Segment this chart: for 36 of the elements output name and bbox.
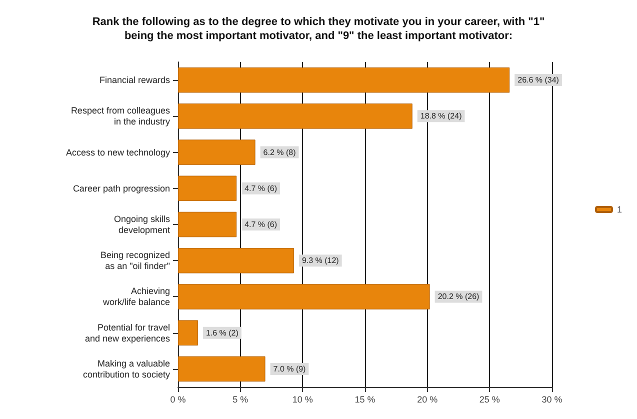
data-label: 4.7 % (6) — [244, 220, 278, 229]
bar — [178, 176, 237, 202]
x-tick-label: 20 % — [417, 394, 438, 404]
y-tick-label: Career path progression — [72, 183, 170, 194]
legend-label: 1 — [616, 204, 622, 214]
y-tick-label: Making a valuable contribution to society — [82, 358, 170, 380]
x-tick-label: 15 % — [354, 394, 376, 404]
data-label: 7.0 % (9) — [273, 364, 306, 374]
bar — [178, 104, 412, 129]
y-tick-label: Ongoing skills development — [114, 214, 170, 235]
y-tick-label: Financial rewards — [99, 75, 170, 86]
data-label: 18.8 % (24) — [420, 112, 462, 121]
y-tick-label: Access to new technology — [66, 147, 170, 158]
y-tick-label: Respect from colleagues in the industry — [70, 106, 170, 127]
data-label: 20.2 % (26) — [438, 292, 480, 302]
bar — [178, 248, 294, 274]
bar — [178, 67, 510, 93]
data-label: 1.6 % (2) — [206, 328, 239, 338]
bar — [178, 212, 237, 238]
y-tick-label: Achieving work/life balance — [102, 286, 170, 308]
bar — [178, 140, 256, 165]
x-tick-label: 30 % — [542, 394, 562, 404]
x-tick-label: 10 % — [292, 394, 313, 404]
x-tick-label: 0 % — [170, 394, 186, 404]
bar — [178, 320, 198, 346]
data-label: 6.2 % (8) — [263, 148, 296, 157]
bar — [178, 356, 266, 382]
data-label: 26.6 % (34) — [518, 76, 560, 85]
x-tick-label: 25 % — [479, 394, 500, 404]
data-label: 4.7 % (6) — [244, 184, 278, 193]
chart-title: Rank the following as to the degree to which they motivate you in your career, with "1" being the most important motivator, and "9" the least important motivator: — [92, 16, 545, 42]
data-label: 9.3 % (12) — [302, 256, 340, 266]
x-tick-label: 5 % — [232, 394, 248, 404]
y-tick-label: Potential for travel and new experiences — [84, 322, 170, 344]
bar — [178, 284, 430, 310]
y-tick-label: Being recognized as an "oil finder" — [100, 250, 170, 272]
